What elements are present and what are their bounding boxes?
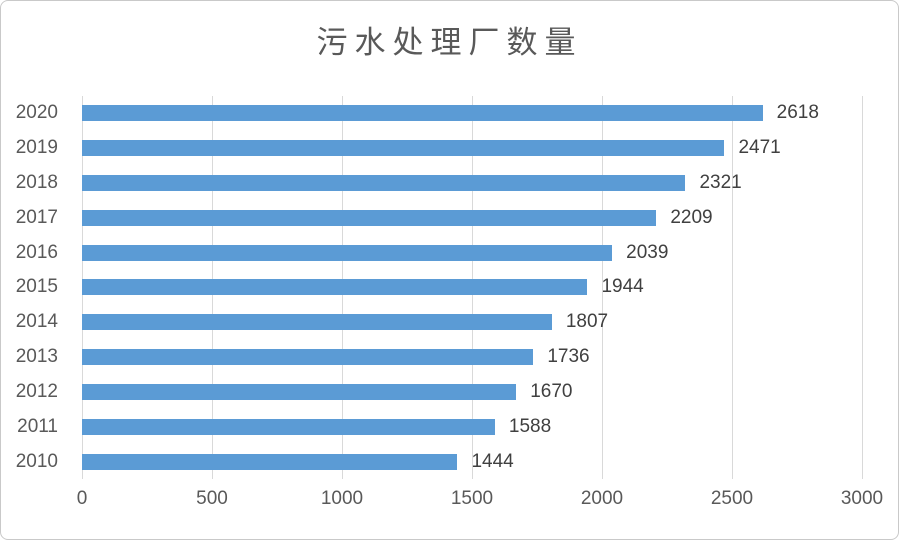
x-tick-label: 1000 bbox=[320, 488, 364, 509]
gridline bbox=[732, 96, 733, 479]
bar-value-label: 1736 bbox=[547, 346, 590, 368]
bar-row: 2618 bbox=[82, 96, 862, 131]
x-tick-label: 500 bbox=[196, 488, 228, 509]
bar-value-label: 1670 bbox=[530, 380, 573, 402]
x-tick-label: 2500 bbox=[710, 488, 754, 509]
bar bbox=[82, 140, 725, 157]
bar-value-label: 2209 bbox=[670, 206, 713, 228]
bar-value-label: 2471 bbox=[738, 137, 781, 159]
bar-value-label: 1588 bbox=[508, 415, 552, 437]
y-tick-label: 2017 bbox=[15, 206, 58, 228]
bar bbox=[82, 209, 657, 226]
y-axis-labels: 2020 2019 2018 2017 2016 2015 2014 2013 2012 2011… bbox=[1, 96, 71, 479]
y-tick-label: 2012 bbox=[15, 380, 58, 402]
bar-row: 1736 bbox=[82, 340, 862, 375]
x-tick-label: 3000 bbox=[840, 488, 884, 509]
bar bbox=[82, 105, 763, 122]
y-tick-label: 2013 bbox=[15, 346, 58, 368]
y-tick-label: 2018 bbox=[15, 172, 58, 194]
x-axis-labels: 0 500 1000 1500 2000 2500 3000 bbox=[1, 488, 898, 514]
bar-row: 1588 bbox=[82, 409, 862, 444]
bar-value-label: 1444 bbox=[471, 450, 514, 472]
bar bbox=[82, 383, 517, 400]
y-tick-label: 2015 bbox=[15, 276, 58, 298]
gridline bbox=[862, 96, 863, 479]
bar-row: 1807 bbox=[82, 305, 862, 340]
y-tick-label: 2011 bbox=[17, 415, 58, 437]
gridline bbox=[602, 96, 603, 479]
bar bbox=[82, 349, 534, 366]
x-tick-label: 0 bbox=[76, 488, 88, 509]
y-tick-label: 2020 bbox=[15, 102, 58, 124]
plot-area: 2618 2471 2321 2209 2039 1944 1807 1736 1670 1588… bbox=[82, 96, 863, 479]
x-tick-label: 2000 bbox=[580, 488, 624, 509]
bar-value-label: 1944 bbox=[601, 276, 644, 298]
bar-row: 1444 bbox=[82, 444, 862, 479]
bar-row: 1670 bbox=[82, 375, 862, 410]
bar-value-label: 1807 bbox=[565, 311, 609, 333]
bar bbox=[82, 418, 495, 435]
x-tick-label: 1500 bbox=[450, 488, 494, 509]
bar bbox=[82, 314, 552, 331]
bar-row: 2039 bbox=[82, 235, 862, 270]
bar bbox=[82, 175, 686, 192]
bars-container: 2618 2471 2321 2209 2039 1944 1807 1736 1670 1588… bbox=[82, 96, 862, 479]
y-tick-label: 2016 bbox=[15, 241, 58, 263]
y-tick-label: 2014 bbox=[15, 311, 58, 333]
y-tick-label: 2010 bbox=[15, 450, 58, 472]
bar-value-label: 2321 bbox=[699, 172, 742, 194]
bar-row: 2471 bbox=[82, 131, 862, 166]
bar-row: 1944 bbox=[82, 270, 862, 305]
bar bbox=[82, 279, 588, 296]
y-tick-label: 2019 bbox=[15, 137, 58, 159]
bar bbox=[82, 244, 613, 261]
bar bbox=[82, 453, 458, 470]
bar-value-label: 2618 bbox=[776, 102, 819, 124]
chart-title: 污水处理厂数量 bbox=[316, 25, 583, 61]
bar-row: 2321 bbox=[82, 166, 862, 201]
bar-row: 2209 bbox=[82, 200, 862, 235]
bar-value-label: 2039 bbox=[626, 241, 669, 263]
